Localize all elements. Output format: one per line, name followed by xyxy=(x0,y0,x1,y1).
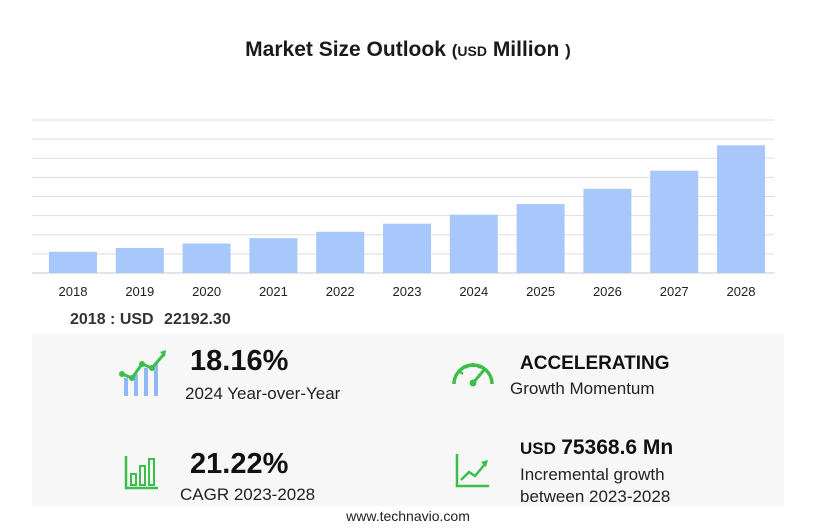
bar-2023 xyxy=(383,223,431,273)
incremental-currency: USD xyxy=(520,439,556,458)
title-open-paren: ( xyxy=(451,41,458,60)
incremental-value: USD 75368.6 Mn xyxy=(520,436,673,460)
cagr-label: CAGR 2023-2028 xyxy=(180,485,316,504)
x-tick-label-2027: 2027 xyxy=(660,284,689,299)
x-tick-labels: 2018 2019 2020 2021 2022 2023 2024 2025 2026 2027… xyxy=(59,284,756,299)
bar-2026 xyxy=(583,188,632,273)
x-tick-label-2026: 2026 xyxy=(593,284,622,299)
incremental-label-line1: Incremental growth xyxy=(520,465,665,484)
base-year-label: 2018 : USD xyxy=(70,311,154,328)
cagr-value: 21.22% xyxy=(190,448,289,480)
incremental-number: 75368.6 Mn xyxy=(561,436,674,459)
x-tick-label-2018: 2018 xyxy=(59,284,88,299)
bar-2020 xyxy=(182,243,231,273)
yoy-value: 18.16% xyxy=(190,345,289,377)
bar-2024 xyxy=(449,214,498,273)
bars xyxy=(49,145,765,273)
bar-2025 xyxy=(516,204,565,273)
bar-chart: 2018 2019 2020 2021 2022 2023 2024 2025 2026 2027… xyxy=(32,119,774,299)
momentum-label: Growth Momentum xyxy=(510,379,655,398)
x-tick-label-2020: 2020 xyxy=(192,284,221,299)
x-tick-label-2025: 2025 xyxy=(526,284,555,299)
incremental-label-line2: between 2023-2028 xyxy=(520,487,671,506)
speedometer-icon xyxy=(452,363,494,387)
bar-2028 xyxy=(717,145,765,273)
bar-2019 xyxy=(115,247,164,273)
chart-title: Market Size Outlook (USD Million ) xyxy=(0,38,816,62)
x-tick-label-2024: 2024 xyxy=(459,284,488,299)
x-tick-label-2022: 2022 xyxy=(326,284,355,299)
bar-2022 xyxy=(316,231,365,273)
footer-source: www.technavio.com xyxy=(346,508,470,524)
title-unit-scale: Million xyxy=(492,38,560,61)
bar-chart-icon xyxy=(124,456,158,490)
momentum-value: ACCELERATING xyxy=(520,353,670,374)
trend-line-icon xyxy=(455,454,489,488)
x-tick-label-2023: 2023 xyxy=(393,284,422,299)
title-unit-currency: USD xyxy=(457,43,487,59)
base-year-value: 2018 : USD 22192.30 xyxy=(70,311,231,329)
bar-2021 xyxy=(249,238,298,273)
title-main: Market Size Outlook xyxy=(245,38,446,61)
x-tick-label-2028: 2028 xyxy=(727,284,756,299)
x-tick-label-2021: 2021 xyxy=(259,284,288,299)
bar-2027 xyxy=(650,170,699,273)
growth-chart-icon xyxy=(119,350,166,396)
base-year-number: 22192.30 xyxy=(164,311,231,328)
bar-2018 xyxy=(49,251,97,273)
title-close-paren: ) xyxy=(565,41,571,60)
x-tick-label-2019: 2019 xyxy=(125,284,154,299)
yoy-label: 2024 Year-over-Year xyxy=(185,384,341,403)
